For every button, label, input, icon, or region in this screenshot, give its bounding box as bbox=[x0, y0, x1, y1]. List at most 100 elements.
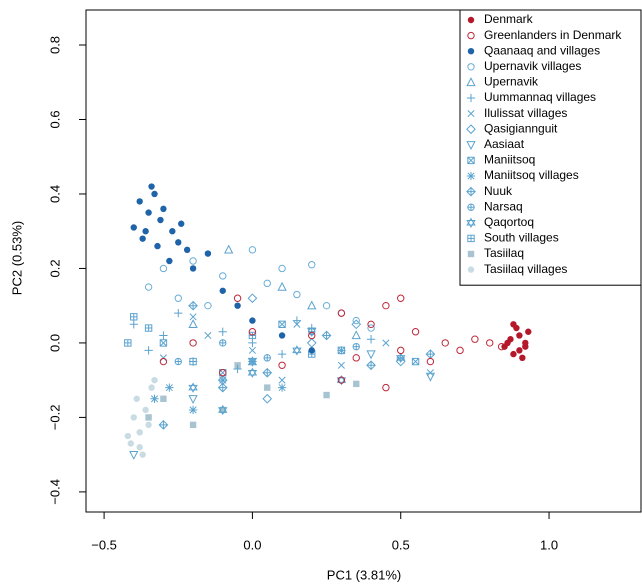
point bbox=[337, 346, 346, 355]
legend-marker bbox=[467, 250, 475, 258]
legend-marker bbox=[467, 203, 475, 211]
point bbox=[219, 339, 227, 347]
point bbox=[263, 279, 271, 288]
legend-label: Denmark bbox=[484, 12, 534, 26]
x-tick-label: 0.5 bbox=[392, 537, 410, 552]
legend-marker bbox=[466, 186, 476, 197]
point bbox=[395, 356, 406, 367]
point bbox=[248, 346, 256, 354]
point bbox=[262, 393, 273, 404]
point bbox=[178, 220, 185, 227]
y-tick-label: −0.2 bbox=[47, 405, 62, 431]
point bbox=[127, 440, 134, 447]
point bbox=[292, 316, 302, 325]
point bbox=[249, 317, 256, 324]
point bbox=[233, 364, 242, 374]
point bbox=[157, 216, 164, 224]
point bbox=[129, 320, 138, 329]
point bbox=[382, 301, 390, 310]
point bbox=[189, 421, 197, 429]
point bbox=[188, 319, 198, 329]
legend-label: Upernavik villages bbox=[484, 59, 581, 73]
point bbox=[522, 339, 529, 347]
point bbox=[366, 360, 376, 371]
point bbox=[486, 339, 494, 347]
point bbox=[148, 384, 155, 391]
x-tick-label: 0.0 bbox=[243, 537, 261, 552]
point bbox=[397, 346, 405, 355]
point bbox=[189, 339, 197, 347]
point bbox=[263, 354, 271, 362]
point bbox=[144, 324, 153, 332]
point bbox=[278, 332, 286, 339]
point bbox=[136, 198, 143, 205]
legend-marker bbox=[466, 217, 476, 228]
legend-label: Tasiilaq villages bbox=[484, 262, 567, 276]
point bbox=[151, 376, 158, 384]
point bbox=[396, 353, 405, 362]
point bbox=[308, 347, 315, 354]
point bbox=[124, 339, 132, 347]
point bbox=[124, 432, 132, 440]
legend-marker bbox=[466, 93, 476, 103]
point bbox=[130, 224, 137, 231]
point bbox=[142, 228, 149, 235]
point bbox=[397, 294, 405, 302]
point bbox=[510, 350, 517, 358]
point bbox=[160, 205, 167, 213]
point bbox=[248, 246, 257, 254]
point bbox=[247, 356, 258, 366]
point bbox=[139, 451, 146, 458]
point bbox=[382, 339, 390, 347]
point bbox=[456, 346, 464, 355]
point bbox=[353, 380, 360, 388]
point bbox=[188, 395, 198, 405]
legend-marker bbox=[467, 110, 475, 118]
point bbox=[144, 283, 153, 291]
point bbox=[145, 414, 152, 421]
legend-label: Greenlanders in Denmark bbox=[484, 28, 622, 42]
point bbox=[425, 349, 436, 359]
point bbox=[307, 300, 317, 310]
point bbox=[264, 384, 271, 391]
point bbox=[174, 357, 182, 366]
legend-label: Maniitsoq villages bbox=[484, 168, 579, 182]
point bbox=[510, 321, 517, 328]
point bbox=[136, 429, 143, 436]
point bbox=[218, 404, 228, 416]
point bbox=[516, 332, 523, 339]
point bbox=[183, 246, 191, 254]
legend-label: Qasigiannguit bbox=[484, 121, 558, 135]
point bbox=[174, 308, 183, 318]
point bbox=[322, 301, 331, 310]
legend-marker bbox=[466, 141, 476, 151]
y-tick-label: 0.8 bbox=[47, 36, 62, 54]
legend-marker bbox=[467, 156, 475, 165]
point bbox=[278, 264, 286, 273]
legend-marker bbox=[467, 48, 475, 55]
legend-marker bbox=[467, 63, 475, 71]
point bbox=[188, 405, 198, 415]
point bbox=[323, 391, 330, 399]
y-tick-label: 0.4 bbox=[47, 185, 62, 203]
point bbox=[217, 375, 228, 386]
point bbox=[352, 316, 360, 325]
point bbox=[204, 301, 212, 310]
point bbox=[159, 264, 168, 273]
point bbox=[336, 375, 347, 386]
point bbox=[321, 330, 332, 341]
point bbox=[426, 357, 435, 366]
point bbox=[292, 345, 302, 356]
point bbox=[352, 354, 360, 362]
point bbox=[130, 313, 138, 321]
y-tick-label: −0.4 bbox=[47, 479, 62, 505]
legend-marker bbox=[466, 77, 476, 87]
point bbox=[262, 367, 273, 378]
legend-box bbox=[459, 9, 642, 286]
point bbox=[501, 343, 508, 350]
legend-marker bbox=[467, 266, 475, 273]
legend-label: Ilulissat villages bbox=[484, 106, 567, 120]
legend-label: Tasiilaq bbox=[484, 246, 524, 260]
point bbox=[188, 382, 198, 393]
